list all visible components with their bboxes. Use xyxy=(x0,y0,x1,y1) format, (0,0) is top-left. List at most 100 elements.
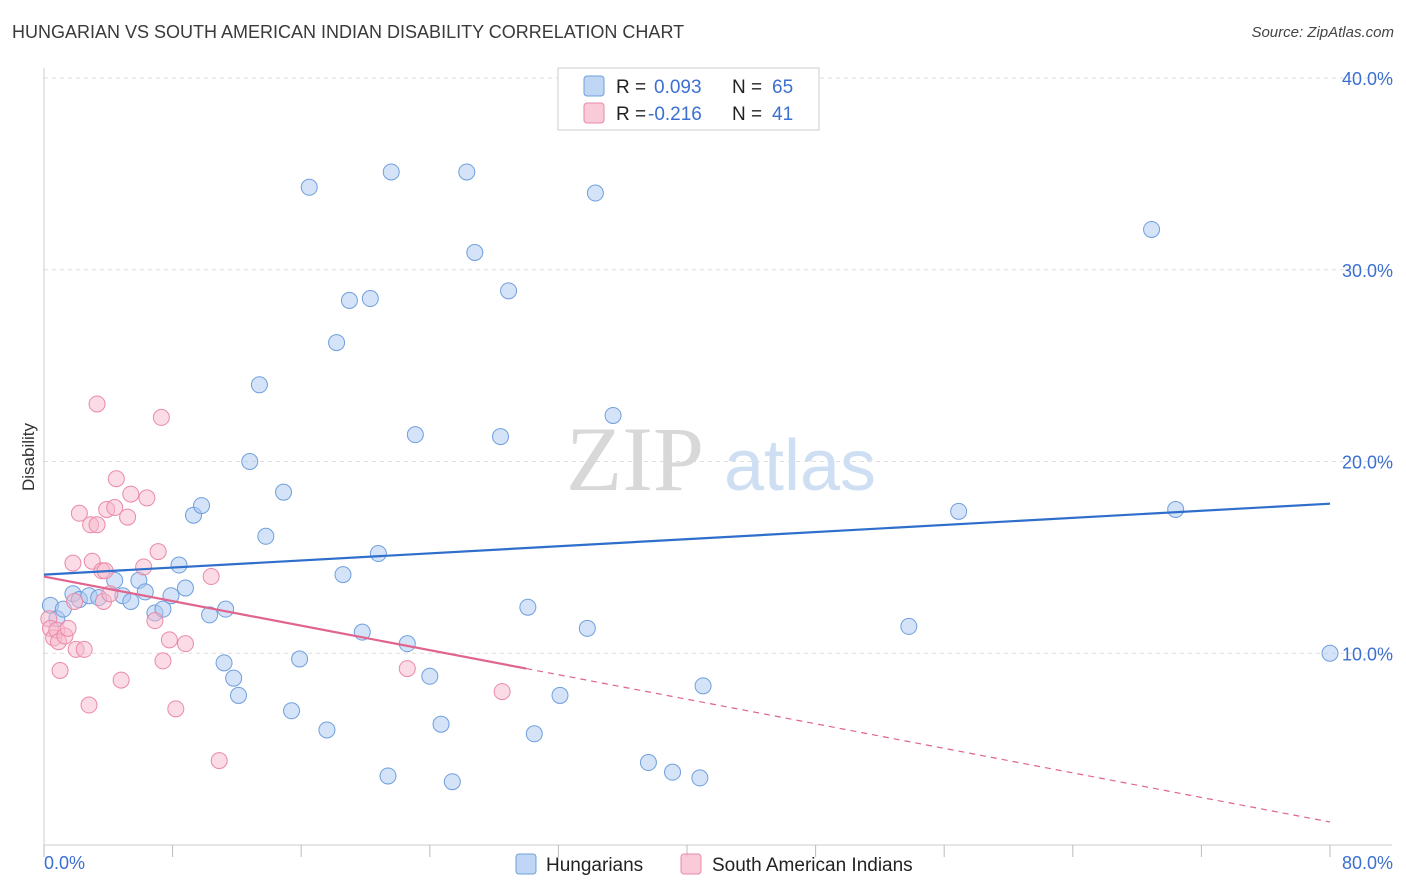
legend-swatch-south-american-indians xyxy=(583,102,605,124)
hungarians-point-24 xyxy=(241,453,259,470)
south-american-indians-point-24 xyxy=(107,470,125,488)
y-tick-label-3: 40.0% xyxy=(1342,69,1393,89)
legend-n-value-hungarians: 65 xyxy=(772,77,793,98)
watermark-zip: ZIP xyxy=(566,408,704,510)
hungarians-point-58 xyxy=(694,677,712,695)
source-label: Source: ZipAtlas.com xyxy=(1251,24,1394,41)
hungarians-point-28 xyxy=(283,702,301,720)
hungarians-point-50 xyxy=(525,725,543,743)
hungarians-point-60 xyxy=(950,502,968,520)
legend-r-label-south-american-indians: R = xyxy=(616,104,646,125)
south-american-indians-point-23 xyxy=(106,499,124,517)
south-american-indians-point-40 xyxy=(493,683,511,701)
legend-r-label-hungarians: R = xyxy=(616,77,646,98)
south-american-indians-point-39 xyxy=(398,660,416,678)
watermark: ZIP atlas xyxy=(566,408,876,510)
trend-lines xyxy=(43,502,1331,823)
page-title: HUNGARIAN VS SOUTH AMERICAN INDIAN DISAB… xyxy=(12,22,685,42)
hungarians-point-45 xyxy=(458,163,476,181)
bottom-legend-label-hungarians: Hungarians xyxy=(546,855,643,876)
hungarians-point-16 xyxy=(176,579,194,597)
south-american-indians-point-12 xyxy=(75,640,93,658)
hungarians-point-36 xyxy=(361,290,379,308)
hungarians-point-38 xyxy=(379,767,397,785)
south-american-indians-points xyxy=(40,395,511,770)
legend-r-value-south-american-indians: -0.216 xyxy=(648,104,702,125)
hungarians-point-26 xyxy=(257,527,275,545)
tick-labels: 10.0% 20.0% 30.0% 40.0% 0.0% 80.0% xyxy=(44,69,1393,873)
south-american-indians-point-13 xyxy=(80,696,98,714)
hungarians-point-53 xyxy=(586,184,604,202)
legend-n-label-hungarians: N = xyxy=(732,77,762,98)
hungarians-point-42 xyxy=(421,667,439,685)
bottom-legend-swatch-south-american-indians xyxy=(680,853,702,875)
hungarians-point-52 xyxy=(578,619,596,637)
south-american-indians-point-25 xyxy=(112,671,130,689)
south-american-indians-point-31 xyxy=(149,543,167,561)
y-tick-label-1: 20.0% xyxy=(1342,453,1393,473)
hungarians-point-39 xyxy=(382,163,400,181)
south-american-indians-point-9 xyxy=(66,592,84,610)
hungarians-point-61 xyxy=(1143,220,1161,238)
hungarians-point-19 xyxy=(201,606,219,624)
south-american-indians-point-28 xyxy=(135,558,153,576)
hungarians-point-22 xyxy=(225,669,243,687)
south-american-indians-point-30 xyxy=(146,612,164,630)
axes xyxy=(43,68,1392,857)
x-tick-label-max: 80.0% xyxy=(1342,853,1393,873)
bottom-legend-swatch-hungarians xyxy=(515,853,537,875)
hungarians-point-57 xyxy=(691,769,709,787)
y-tick-label-0: 10.0% xyxy=(1342,644,1393,664)
south-american-indians-point-16 xyxy=(88,395,106,413)
y-tick-label-2: 30.0% xyxy=(1342,261,1393,281)
hungarians-point-43 xyxy=(432,715,450,733)
hungarians-point-59 xyxy=(900,617,918,635)
south-american-indians-point-17 xyxy=(88,516,106,534)
south-american-indians-point-37 xyxy=(202,568,220,586)
south-american-indians-point-26 xyxy=(119,508,137,526)
hungarians-point-40 xyxy=(398,635,416,653)
hungarians-point-15 xyxy=(170,556,188,574)
hungarians-point-31 xyxy=(318,721,336,739)
legend-n-value-south-american-indians: 41 xyxy=(772,104,793,125)
y-axis-label: Disability xyxy=(19,422,38,491)
legend-r-value-hungarians: 0.093 xyxy=(654,77,702,98)
hungarians-trend-line xyxy=(43,502,1331,576)
legend-n-label-south-american-indians: N = xyxy=(732,104,762,125)
hungarians-point-13 xyxy=(154,600,172,618)
hungarians-point-51 xyxy=(551,686,569,704)
hungarians-point-37 xyxy=(369,545,387,563)
hungarians-point-34 xyxy=(340,291,358,309)
watermark-atlas: atlas xyxy=(724,426,876,506)
hungarians-point-23 xyxy=(230,686,248,704)
hungarians-point-56 xyxy=(664,763,682,781)
south-american-indians-point-27 xyxy=(122,485,140,503)
hungarians-point-41 xyxy=(406,426,424,444)
bottom-legend-label-south-american-indians: South American Indians xyxy=(712,855,913,876)
south-american-indians-point-29 xyxy=(138,489,156,507)
hungarians-point-48 xyxy=(500,282,518,300)
x-tick-label-min: 0.0% xyxy=(44,853,85,873)
hungarians-point-44 xyxy=(443,773,461,791)
hungarians-point-62 xyxy=(1167,500,1185,518)
hungarians-point-25 xyxy=(250,376,268,394)
south-american-indians-trend-line xyxy=(43,575,527,670)
grid-lines xyxy=(44,77,1392,654)
south-american-indians-point-38 xyxy=(210,752,228,770)
south-american-indians-point-35 xyxy=(167,700,185,718)
hungarians-point-33 xyxy=(334,566,352,584)
south-american-indians-point-11 xyxy=(70,504,88,522)
south-american-indians-point-5 xyxy=(51,662,69,680)
hungarians-point-21 xyxy=(215,654,233,672)
south-american-indians-point-32 xyxy=(152,408,170,426)
hungarians-point-18 xyxy=(193,497,211,515)
south-american-indians-point-34 xyxy=(160,631,178,649)
hungarians-point-54 xyxy=(604,406,622,424)
hungarians-point-30 xyxy=(300,178,318,196)
hungarians-point-27 xyxy=(275,483,293,501)
legend-box: R = 0.093 N = 65 R = -0.216 N = 41 xyxy=(557,67,820,131)
south-american-indians-point-33 xyxy=(154,652,172,670)
hungarians-point-9 xyxy=(122,592,140,610)
hungarians-point-46 xyxy=(466,243,484,261)
